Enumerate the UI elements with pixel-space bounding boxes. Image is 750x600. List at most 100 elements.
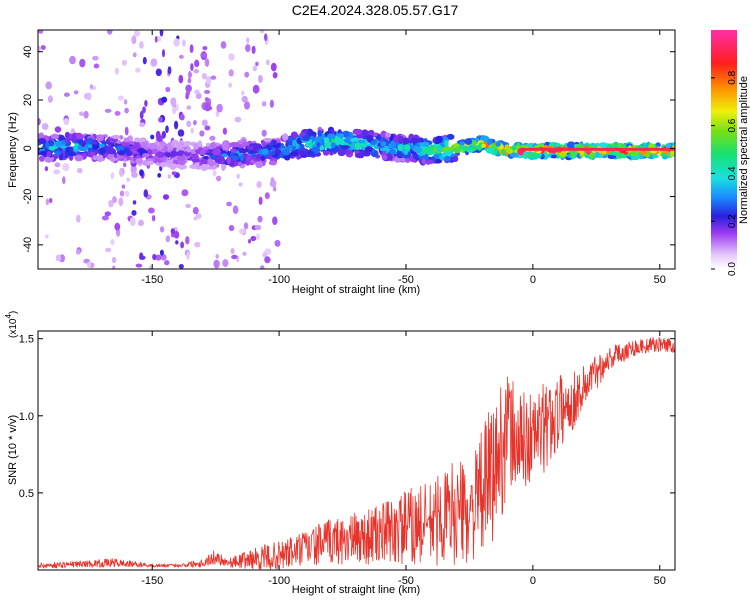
- spectrogram-noise-cell: [234, 116, 242, 123]
- y-tick-label: 20: [22, 94, 34, 106]
- snr-x-ticks: -150 -100 -50 0 50: [141, 331, 666, 587]
- spectrogram-ridge-cell: [418, 137, 424, 143]
- spectrogram-noise-cell: [76, 214, 81, 223]
- spectrogram-ridge-cell: [443, 155, 452, 162]
- spectrogram-ridge-cell: [385, 132, 392, 138]
- spectrogram-ridge-cell: [183, 141, 192, 146]
- spectrogram-ridge-cell: [337, 149, 346, 157]
- spectrogram-noise-cell: [222, 259, 229, 268]
- spectrogram-noise-cell: [123, 162, 127, 168]
- spectrogram-noise-cell: [92, 55, 99, 61]
- spectrogram-y-axis-label: Frequency (Hz): [7, 112, 19, 188]
- spectrogram-ridge-cell: [260, 155, 266, 161]
- spectrogram-ridge-cell: [460, 145, 470, 152]
- spectrogram-ridge-cell: [164, 152, 172, 158]
- spectrogram-ridge-cell: [373, 132, 378, 137]
- spectrogram-ridge-cell: [335, 137, 343, 144]
- spectrogram-ridge-cell: [74, 154, 84, 162]
- spectrogram-ridge-cell: [119, 135, 124, 140]
- spectrogram-noise-cell: [129, 217, 136, 227]
- spectrogram-x-axis-label: Height of straight line (km): [292, 284, 420, 296]
- spectrogram-ridge-cell: [151, 148, 158, 155]
- x-tick-label: -150: [141, 575, 163, 587]
- spectrogram-ridge-cell: [350, 138, 356, 143]
- x-tick-label: -50: [398, 274, 414, 286]
- spectrogram-noise-cell: [194, 89, 200, 95]
- spectrogram-noise-cell: [148, 265, 152, 269]
- spectrogram-ridge-cell: [272, 144, 280, 149]
- spectrogram-noise-cell: [62, 176, 66, 185]
- spectrogram-noise-cell: [261, 129, 267, 137]
- spectrogram-noise-cell: [155, 130, 161, 140]
- spectrogram-noise-cell: [226, 201, 232, 207]
- spectrogram-ridge-cell: [433, 159, 443, 164]
- spectrogram-noise-cell: [49, 197, 53, 204]
- spectrogram-ridge-cell: [107, 153, 113, 159]
- spectrogram-ridge-cell: [393, 136, 398, 143]
- spectrogram-noise-cell: [187, 78, 192, 84]
- spectrogram-noise-cell: [185, 236, 190, 245]
- spectrogram-ridge-cell: [123, 147, 130, 154]
- spectrogram-ridge-cell: [238, 148, 248, 154]
- spectrogram-ridge-cell: [54, 150, 62, 156]
- spectrogram-noise-cell: [170, 228, 175, 235]
- spectrogram-noise-cell: [272, 216, 278, 225]
- spectrogram-noise-cell: [38, 117, 41, 126]
- spectrogram-ridge-cell: [221, 162, 227, 170]
- spectrogram-ridge-cell: [230, 148, 237, 153]
- spectrogram-ridge-cell: [98, 147, 107, 155]
- spectrogram-ridge-cell: [159, 162, 167, 168]
- spectrogram-ridge-cell: [76, 134, 83, 141]
- spectrogram-noise-cell: [142, 56, 147, 65]
- spectrogram-ridge-cell: [316, 142, 321, 148]
- spectrogram-noise-cell: [38, 45, 41, 53]
- spectrogram-noise-cell: [186, 251, 190, 260]
- spectrogram-ridge-cell: [480, 135, 490, 142]
- spectrogram-ridge-cell: [268, 160, 277, 166]
- spectrogram-ridge-cell: [282, 133, 289, 141]
- spectrogram-ridge-cell: [202, 146, 210, 150]
- spectrogram-ridge-cell: [501, 149, 506, 155]
- spectrogram-ridge-cell: [441, 152, 447, 158]
- y-tick-label: 40: [22, 46, 34, 58]
- spectrogram-ridge-cell: [402, 137, 410, 145]
- spectrogram-ridge-cell: [44, 156, 52, 163]
- spectrogram-noise-cell: [55, 254, 62, 262]
- spectrogram-ridge-cell: [413, 152, 419, 160]
- spectrogram-ridge-cell: [140, 141, 148, 148]
- spectrogram-ridge-cell: [283, 155, 291, 160]
- y-tick-label: -20: [22, 189, 34, 205]
- spectrogram-ridge-cell: [379, 147, 387, 152]
- spectrogram-noise-cell: [164, 260, 170, 266]
- spectrogram-noise-cell: [161, 130, 166, 139]
- spectrogram-noise-cell: [44, 166, 49, 172]
- spectrogram-ridge-cell: [176, 155, 186, 162]
- spectrogram-noise-cell: [142, 106, 146, 114]
- snr-frame: [37, 330, 676, 571]
- colorbar-gradient: [711, 30, 737, 269]
- spectrogram-noise-cell: [264, 33, 268, 42]
- spectrogram-noise-cell: [106, 30, 113, 35]
- spectrogram-ridge-cell: [354, 142, 361, 150]
- spectrogram-ridge-cell: [147, 160, 154, 166]
- spectrogram-noise-cell: [53, 169, 61, 175]
- spectrogram-noise-cell: [272, 72, 278, 79]
- spectrogram-ridge-cell: [464, 138, 473, 145]
- snr-y-axis-label: SNR (10 * v/v): [7, 415, 19, 485]
- spectrogram-noise-cell: [154, 36, 158, 43]
- spectrogram-ridge-cell: [239, 154, 245, 162]
- spectrogram-noise-cell: [112, 196, 117, 204]
- spectrogram-noise-cell: [135, 67, 141, 73]
- spectrogram-ridge-cell: [105, 145, 114, 153]
- spectrogram-ridge-cell: [570, 150, 578, 156]
- spectrogram-noise-cell: [45, 234, 49, 239]
- spectrogram-noise-cell: [242, 251, 247, 256]
- spectrogram-noise-cell: [204, 89, 211, 94]
- spectrogram-noise-cell: [77, 167, 83, 174]
- spectrogram-noise-cell: [162, 194, 170, 200]
- colorbar: 0.0 0.2 0.4 0.6 0.8 Normalized spectral ampl…: [711, 30, 750, 276]
- spectrogram-ridge-cell: [411, 137, 418, 144]
- spectrogram-noise-cell: [243, 222, 249, 230]
- spectrogram-ridge-cell: [566, 141, 576, 149]
- spectrogram-noise-cell: [269, 99, 274, 109]
